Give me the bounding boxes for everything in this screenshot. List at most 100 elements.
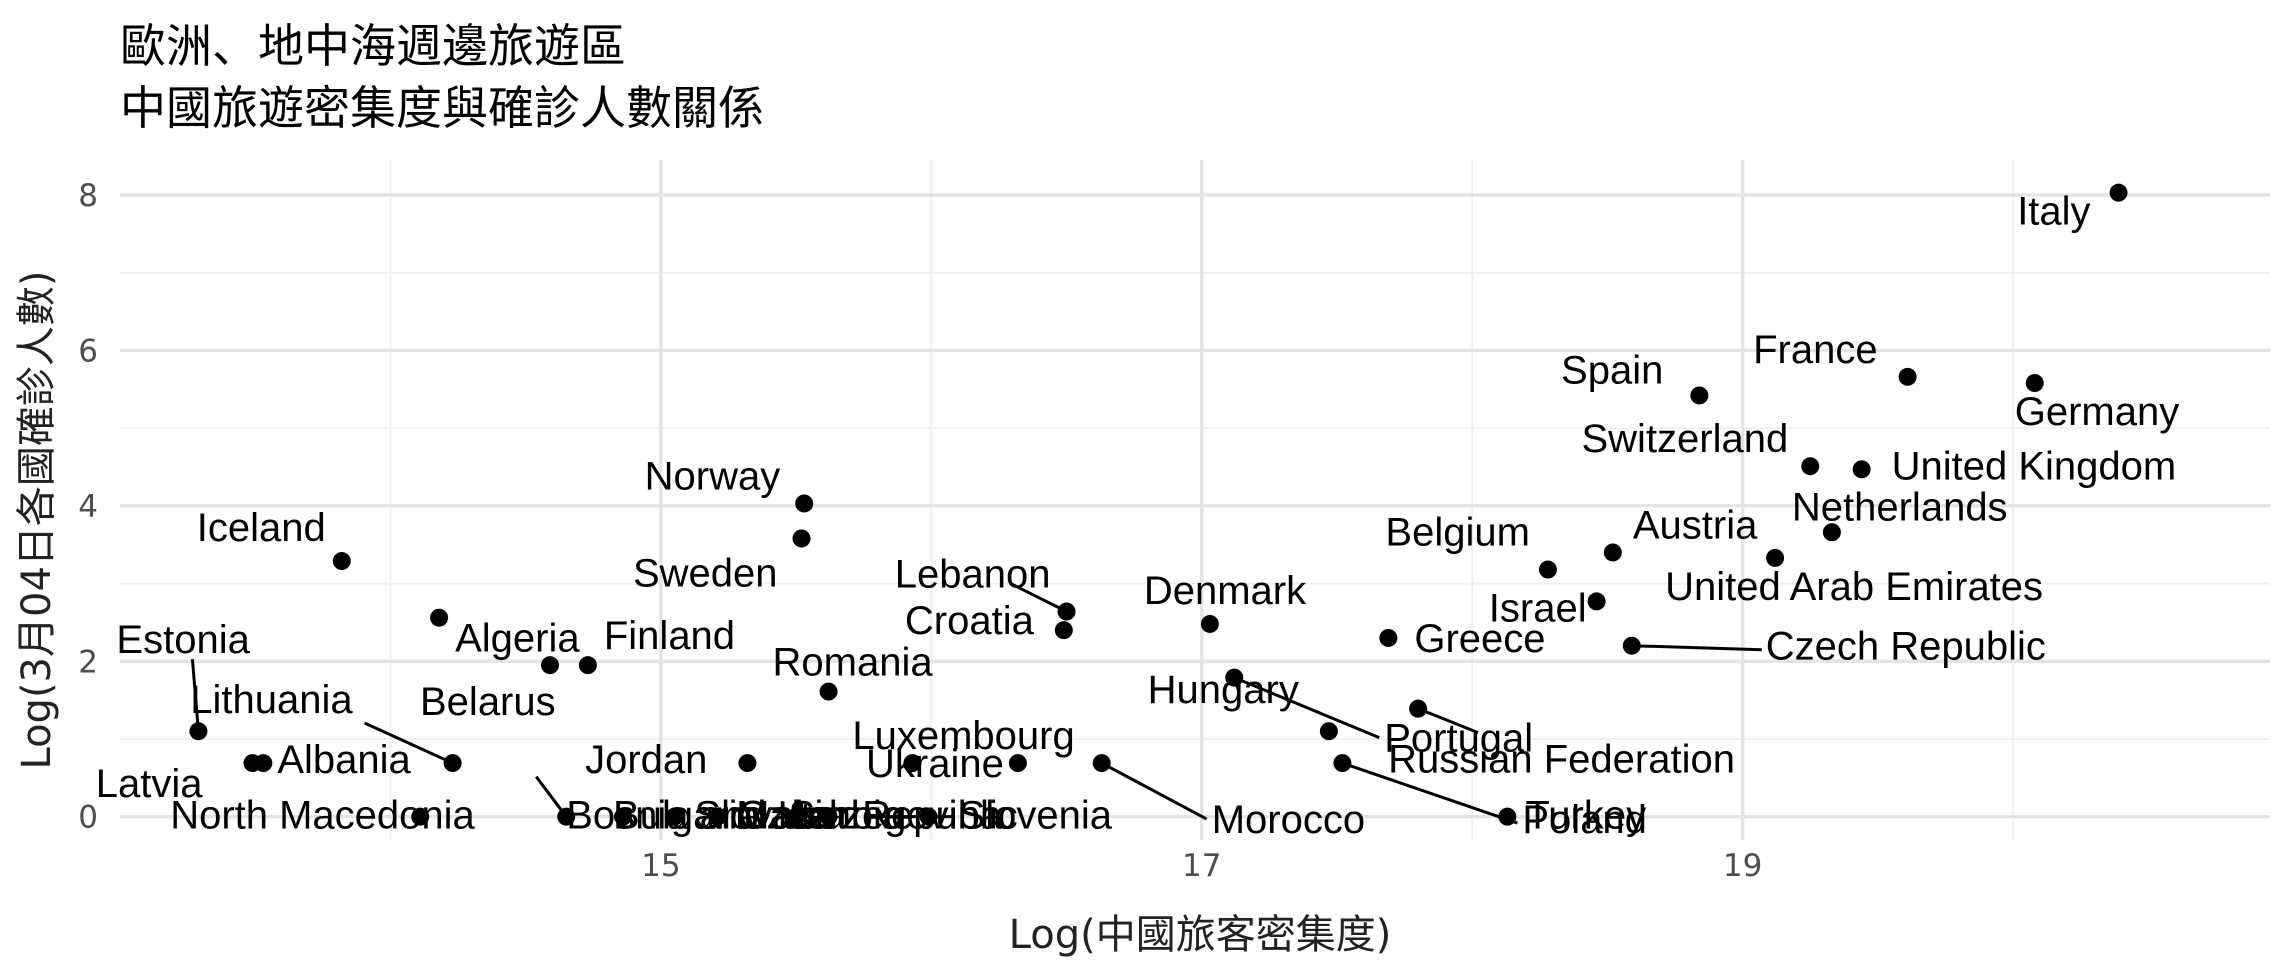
data-point xyxy=(1092,754,1111,773)
point-label: Turkey xyxy=(1525,794,1646,838)
x-tick-label: 17 xyxy=(1182,848,1221,884)
point-label: Israel xyxy=(1489,586,1587,630)
point-label: Finland xyxy=(604,614,735,658)
leader-line xyxy=(364,721,454,765)
data-point xyxy=(243,754,262,773)
data-point xyxy=(1008,754,1027,773)
data-point xyxy=(1409,699,1428,718)
point-label: Jordan xyxy=(585,738,707,782)
point-label: Bosnia and Herzegovina xyxy=(566,794,1003,838)
point-label: Spain xyxy=(1561,348,1663,392)
y-tick-label: 2 xyxy=(78,644,98,680)
data-point xyxy=(1822,523,1841,542)
point-label: Belarus xyxy=(420,680,556,724)
y-tick-label: 6 xyxy=(78,333,98,369)
data-point xyxy=(1898,367,1917,386)
data-point xyxy=(1801,457,1820,476)
point-label: Hungary xyxy=(1148,668,1299,712)
data-point xyxy=(1333,754,1352,773)
point-label: Croatia xyxy=(905,599,1035,643)
point-label: Serbia xyxy=(789,794,905,838)
point-label: Austria xyxy=(1633,503,1758,547)
point-label: North Macedonia xyxy=(170,794,475,838)
data-points xyxy=(189,183,2128,826)
point-label: Romania xyxy=(773,641,934,685)
point-label: Iceland xyxy=(197,506,326,550)
data-point xyxy=(708,807,727,826)
point-label: Albania xyxy=(277,738,411,782)
point-label: Switzerland xyxy=(1581,417,1788,461)
point-label: Ukraine xyxy=(866,742,1004,786)
chart-title-line-2: 中國旅遊密集度與確診人數關係 xyxy=(120,81,764,135)
data-point xyxy=(1498,807,1517,826)
data-point xyxy=(541,656,559,675)
point-label: Netherlands xyxy=(1792,485,2008,529)
point-label: Norway xyxy=(645,454,781,498)
y-tick-label: 8 xyxy=(78,178,98,214)
data-point xyxy=(1057,602,1076,621)
point-label: Slovenia xyxy=(959,794,1113,838)
data-point xyxy=(2025,374,2044,393)
point-label: Estonia xyxy=(116,618,250,662)
point-label: Algeria xyxy=(455,617,580,661)
x-axis-title: Log(中國旅客密集度) xyxy=(1009,912,1392,958)
data-point xyxy=(1200,614,1219,633)
point-label: Belgium xyxy=(1385,511,1530,555)
axis-ticks: 15 17 19 0 2 4 6 8 xyxy=(78,178,1762,884)
data-point xyxy=(1622,636,1641,655)
x-tick-label: 19 xyxy=(1723,848,1762,884)
data-point xyxy=(1690,386,1709,405)
point-label: Malta xyxy=(736,794,835,838)
data-point xyxy=(411,807,430,826)
point-label: Luxembourg xyxy=(852,714,1074,758)
point-label: Denmark xyxy=(1144,569,1307,613)
point-label: Slovakia xyxy=(694,794,846,838)
data-point xyxy=(332,552,351,571)
data-point xyxy=(903,754,922,773)
point-label: Lithuania xyxy=(190,678,353,722)
leader-line xyxy=(1417,707,1479,735)
point-label: Italy xyxy=(2017,190,2090,234)
point-label: Lebanon xyxy=(895,553,1051,597)
leader-line xyxy=(1631,644,1762,652)
point-label: Portugal xyxy=(1384,717,1533,761)
data-point xyxy=(1603,543,1622,562)
x-tick-label: 15 xyxy=(641,848,680,884)
data-point xyxy=(443,754,462,773)
data-point xyxy=(2109,183,2128,202)
point-label: Poland xyxy=(1522,798,1647,842)
leader-line xyxy=(1100,761,1208,821)
point-label: Bulgaria xyxy=(613,794,761,838)
data-point xyxy=(1766,548,1785,567)
data-point xyxy=(1379,628,1398,647)
point-label: Latvia xyxy=(96,762,203,806)
point-label: Russian Federation xyxy=(1388,738,1735,782)
y-tick-label: 0 xyxy=(78,800,98,836)
data-point xyxy=(795,494,814,513)
point-label: Czech Republic xyxy=(1766,625,2046,669)
data-point xyxy=(792,529,811,548)
chart-title-line-1: 歐洲、地中海週邊旅遊區 xyxy=(120,19,626,73)
point-labels: Italy France Germany Spain Switzerland United… xyxy=(96,190,2179,842)
data-point xyxy=(738,754,757,773)
point-label: United Kingdom xyxy=(1892,444,2177,488)
data-point xyxy=(787,807,806,826)
point-label: Germany xyxy=(2015,390,2180,434)
data-point xyxy=(614,807,633,826)
data-point xyxy=(1319,722,1338,741)
point-label: Morocco xyxy=(1212,798,1365,842)
data-point xyxy=(557,807,576,826)
data-point xyxy=(1852,460,1871,479)
point-label: Sweden xyxy=(633,551,778,595)
point-label: Czech Republic xyxy=(738,794,1018,838)
data-point xyxy=(1538,560,1557,579)
leader-line xyxy=(1341,761,1518,825)
data-point xyxy=(1587,592,1606,611)
data-point xyxy=(819,807,838,826)
y-tick-label: 4 xyxy=(78,489,98,525)
point-label: Greece xyxy=(1414,617,1545,661)
data-point xyxy=(819,682,838,701)
label-leaders xyxy=(190,582,1762,825)
data-point xyxy=(1054,621,1073,640)
